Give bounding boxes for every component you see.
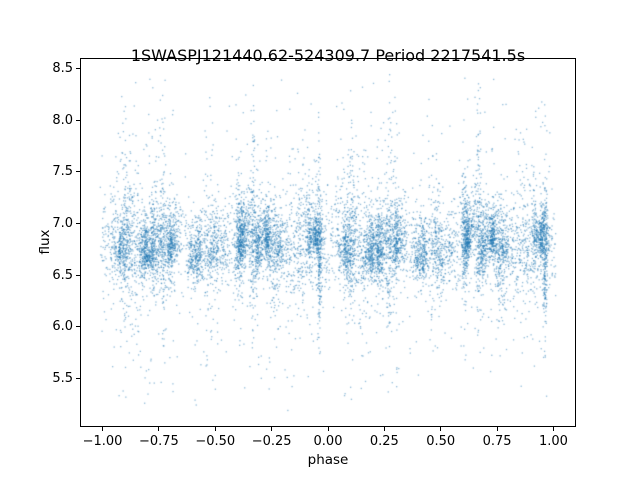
y-tick-label: 5.5 [52,370,73,386]
x-tick-label: −0.25 [251,434,292,449]
x-tick-mark [440,427,442,431]
x-tick-mark [214,427,216,431]
y-tick-mark [76,274,80,276]
x-tick-label: 0.75 [482,434,512,449]
y-tick-mark [76,119,80,121]
x-tick-mark [496,427,498,431]
x-tick-label: 0.25 [369,434,399,449]
x-tick-label: 1.00 [538,434,568,449]
x-tick-label: 0.50 [426,434,456,449]
y-tick-label: 8.5 [52,60,73,76]
y-tick-label: 8.0 [52,112,73,128]
y-tick-mark [76,67,80,69]
x-tick-label: −0.75 [138,434,179,449]
y-tick-label: 6.0 [52,319,73,335]
x-tick-mark [271,427,273,431]
x-tick-mark [102,427,104,431]
x-tick-label: −0.50 [195,434,236,449]
y-tick-label: 7.0 [52,215,73,231]
x-tick-mark [383,427,385,431]
x-axis-label: phase [307,452,349,468]
y-tick-mark [76,222,80,224]
x-tick-mark [327,427,329,431]
y-tick-mark [76,377,80,379]
y-tick-label: 6.5 [52,267,73,283]
y-tick-mark [76,326,80,328]
y-tick-label: 7.5 [52,164,73,180]
y-tick-mark [76,171,80,173]
x-tick-mark [552,427,554,431]
x-tick-mark [158,427,160,431]
x-tick-label: 0.00 [313,434,343,449]
x-tick-label: −1.00 [82,434,123,449]
y-axis-label: flux [37,229,53,255]
chart-title: 1SWASPJ121440.62-524309.7 Period 2217541… [130,46,526,65]
